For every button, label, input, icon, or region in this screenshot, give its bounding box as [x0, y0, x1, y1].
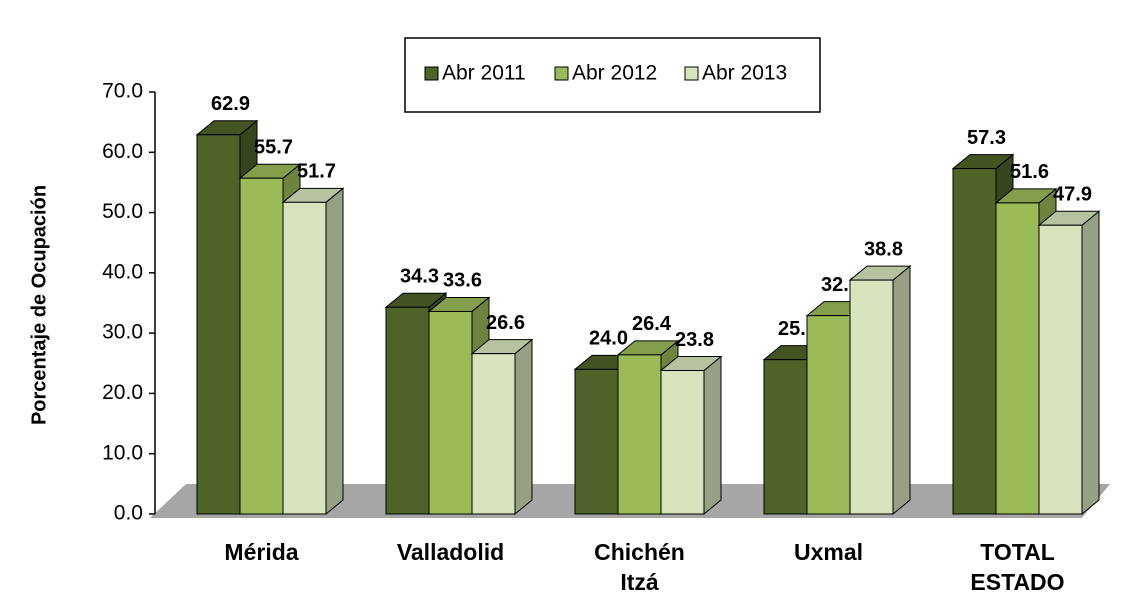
- data-label: 33.6: [443, 270, 482, 292]
- x-tick-label: Valladolid: [396, 539, 505, 565]
- bar: [471, 353, 516, 515]
- y-tick-label: 60.0: [102, 140, 143, 163]
- legend-swatch: [554, 66, 569, 81]
- y-tick-label: 20.0: [102, 381, 143, 404]
- y-tick-label: 30.0: [102, 321, 143, 344]
- bar-side: [1081, 210, 1100, 516]
- bar: [385, 306, 430, 515]
- legend-swatch: [684, 66, 699, 81]
- x-tick-label: Mérida: [224, 539, 299, 565]
- y-tick-label: 70.0: [102, 80, 143, 103]
- data-label: 34.3: [400, 266, 439, 288]
- bar: [806, 315, 851, 515]
- bar-side: [514, 338, 533, 516]
- bar: [995, 202, 1040, 515]
- x-tick-label: TOTAL ESTADO: [970, 539, 1065, 595]
- bar-side: [703, 355, 722, 516]
- legend-label: Abr 2013: [702, 62, 787, 85]
- bar: [428, 310, 473, 515]
- bar: [1038, 224, 1083, 515]
- y-tick-label: 50.0: [102, 200, 143, 223]
- data-label: 26.4: [632, 313, 672, 335]
- data-label: 26.6: [486, 312, 525, 334]
- legend-swatch: [424, 66, 439, 81]
- data-label: 38.8: [864, 238, 903, 260]
- y-tick-label: 40.0: [102, 260, 143, 283]
- y-axis-title: Porcentaje de Ocupación: [28, 185, 50, 425]
- data-label: 62.9: [211, 93, 250, 115]
- legend: [404, 37, 821, 113]
- y-tick-label: 0.0: [114, 502, 143, 525]
- data-label: 24.0: [589, 328, 628, 350]
- bar: [849, 279, 894, 515]
- data-label: 23.8: [675, 329, 714, 351]
- legend-label: Abr 2011: [442, 62, 526, 85]
- x-tick-label: Uxmal: [793, 539, 864, 565]
- data-label: 51.7: [297, 161, 336, 183]
- data-label: 55.7: [254, 136, 293, 158]
- bar: [660, 370, 705, 515]
- x-tick-label: Chichén Itzá: [594, 539, 685, 595]
- bar: [763, 359, 808, 515]
- bar-side: [325, 187, 344, 516]
- bar-side: [892, 265, 911, 516]
- y-tick-label: 10.0: [102, 441, 143, 464]
- bar: [196, 134, 241, 515]
- bar: [239, 177, 284, 515]
- bar: [574, 368, 619, 515]
- data-label: 47.9: [1053, 184, 1092, 206]
- bar: [952, 168, 997, 515]
- legend-label: Abr 2012: [572, 62, 657, 85]
- data-label: 51.6: [1010, 161, 1049, 183]
- bar: [617, 354, 662, 515]
- data-label: 57.3: [967, 127, 1006, 149]
- bar: [282, 201, 327, 515]
